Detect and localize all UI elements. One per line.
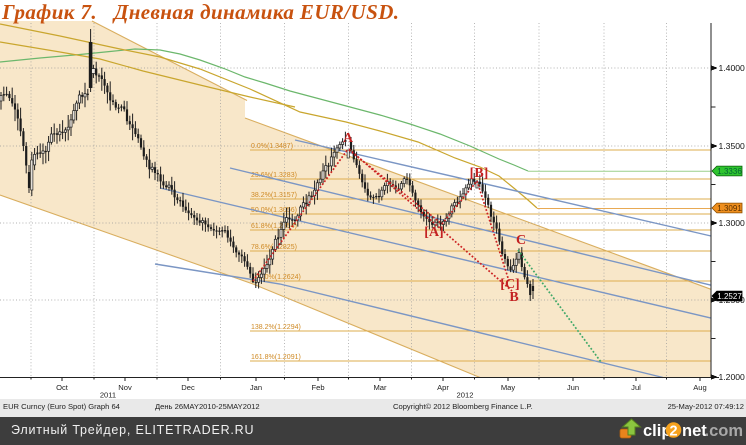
svg-text:[A]: [A] bbox=[424, 225, 443, 240]
svg-text:138.2%(1.2294): 138.2%(1.2294) bbox=[251, 324, 301, 331]
svg-text:100.0%(1.2624): 100.0%(1.2624) bbox=[251, 274, 301, 281]
svg-text:Jan: Jan bbox=[250, 383, 262, 392]
svg-text:38.2%(1.3157): 38.2%(1.3157) bbox=[251, 192, 297, 199]
svg-text:EUR Curncy (Euro Spot) Graph 6: EUR Curncy (Euro Spot) Graph 64 bbox=[3, 402, 120, 411]
svg-text:2: 2 bbox=[669, 424, 677, 440]
svg-text:.com: .com bbox=[705, 422, 744, 440]
svg-text:1.3091: 1.3091 bbox=[717, 204, 742, 213]
svg-text:Feb: Feb bbox=[311, 383, 324, 392]
svg-text:2012: 2012 bbox=[457, 391, 474, 400]
svg-text:0.0%(1.3487): 0.0%(1.3487) bbox=[251, 143, 293, 150]
svg-text:Oct: Oct bbox=[56, 383, 69, 392]
svg-text:1.2527: 1.2527 bbox=[717, 292, 742, 301]
svg-text:Apr: Apr bbox=[437, 383, 449, 392]
svg-text:1.4000: 1.4000 bbox=[719, 63, 746, 73]
svg-text:График 7. Дневная динамика E: График 7. Дневная динамика EUR/USD. bbox=[1, 0, 399, 24]
svg-text:[B]: [B] bbox=[470, 166, 489, 181]
svg-text:2011: 2011 bbox=[100, 391, 116, 400]
svg-text:161.8%(1.2091): 161.8%(1.2091) bbox=[251, 354, 301, 361]
svg-text:1.2000: 1.2000 bbox=[719, 372, 746, 382]
svg-text:clip: clip bbox=[643, 422, 671, 440]
svg-text:Jul: Jul bbox=[631, 383, 641, 392]
svg-text:Jun: Jun bbox=[567, 383, 579, 392]
svg-text:1.3500: 1.3500 bbox=[719, 141, 746, 151]
svg-text:Элитный Трейдер, ELITETRADER.R: Элитный Трейдер, ELITETRADER.RU bbox=[11, 423, 254, 437]
svg-text:23.6%(1.3283): 23.6%(1.3283) bbox=[251, 172, 297, 179]
svg-text:Mar: Mar bbox=[373, 383, 387, 392]
svg-text:Copyright© 2012 Bloomberg Fina: Copyright© 2012 Bloomberg Finance L.P. bbox=[393, 402, 533, 411]
svg-text:[C]: [C] bbox=[500, 277, 519, 292]
svg-text:Dec: Dec bbox=[181, 383, 195, 392]
svg-text:A: A bbox=[343, 131, 354, 146]
svg-text:25-May-2012 07:49:12: 25-May-2012 07:49:12 bbox=[668, 402, 744, 411]
svg-text:C: C bbox=[516, 233, 526, 248]
svg-text:May: May bbox=[501, 383, 516, 392]
svg-text:net: net bbox=[682, 422, 707, 440]
svg-text:61.8%(1.2954): 61.8%(1.2954) bbox=[251, 223, 297, 230]
svg-text:Nov: Nov bbox=[118, 383, 132, 392]
svg-text:50.0%(1.3056): 50.0%(1.3056) bbox=[251, 207, 297, 214]
svg-text:Aug: Aug bbox=[693, 383, 707, 392]
svg-text:1.3336: 1.3336 bbox=[717, 167, 742, 176]
svg-text:День 26MAY2010-25MAY2012: День 26MAY2010-25MAY2012 bbox=[155, 402, 260, 411]
svg-text:1.3000: 1.3000 bbox=[719, 218, 746, 228]
svg-text:B: B bbox=[509, 290, 518, 305]
